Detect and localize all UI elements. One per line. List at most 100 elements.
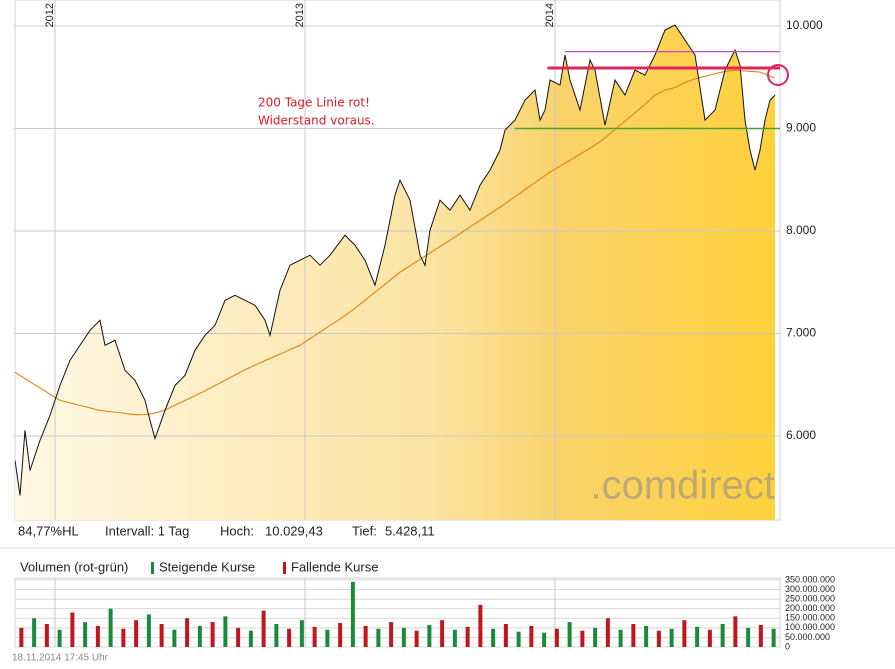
volume-bar bbox=[567, 622, 572, 647]
legend-marker bbox=[283, 562, 286, 574]
annotation: 200 Tage Linie rot! bbox=[258, 96, 370, 110]
volume-bar bbox=[644, 625, 649, 647]
volume-bar bbox=[363, 625, 368, 647]
volume-bar bbox=[720, 624, 725, 647]
volume-bar bbox=[491, 628, 496, 647]
legend-label: Steigende Kurse bbox=[159, 559, 255, 574]
volume-bar bbox=[172, 629, 177, 647]
volume-bar bbox=[223, 616, 228, 647]
y-tick-label: 9.000 bbox=[786, 121, 816, 135]
volume-bar bbox=[733, 616, 738, 647]
volume-bar bbox=[656, 630, 661, 647]
y-tick-label: 50.000.000 bbox=[785, 632, 830, 642]
stat: 84,77%HL bbox=[18, 523, 79, 538]
volume-bar bbox=[325, 629, 330, 647]
price-axis: 2012 2013 2014 6.000 7.000 8.000 9.000 10.000 bbox=[44, 3, 823, 442]
x-tick-label: 2012 bbox=[44, 3, 56, 27]
x-tick-label: 2014 bbox=[544, 3, 556, 27]
y-tick-label: 8.000 bbox=[786, 223, 816, 237]
volume-bar bbox=[580, 630, 585, 647]
price-area bbox=[15, 25, 775, 520]
volume-bar bbox=[695, 626, 700, 647]
volume-bar bbox=[146, 614, 151, 647]
legend-label: Fallende Kurse bbox=[291, 559, 378, 574]
volume-bar bbox=[287, 628, 292, 647]
volume-bar bbox=[682, 620, 687, 647]
watermark: .comdirect bbox=[591, 464, 776, 508]
y-tick-label: 300.000.000 bbox=[785, 584, 835, 594]
volume-bar bbox=[529, 625, 534, 647]
price-plot: .comdirect bbox=[15, 0, 780, 520]
legend-marker bbox=[151, 562, 154, 574]
annotation: Widerstand voraus. bbox=[258, 114, 375, 128]
volume-bar bbox=[19, 627, 24, 647]
volume-bar bbox=[631, 624, 636, 647]
volume-bar bbox=[121, 628, 126, 647]
volume-plot: 050.000.000100.000.000150.000.000200.000… bbox=[15, 574, 835, 651]
volume-bar bbox=[274, 624, 279, 647]
volume-bar bbox=[70, 612, 75, 647]
volume-bar bbox=[338, 623, 343, 647]
volume-bar bbox=[554, 628, 559, 647]
volume-bar bbox=[414, 630, 419, 647]
volume-bar bbox=[95, 625, 100, 647]
stat: Hoch: bbox=[220, 523, 254, 538]
volume-bar bbox=[618, 629, 623, 647]
volume-bar bbox=[427, 624, 432, 647]
stat: 10.029,43 bbox=[265, 523, 323, 538]
volume-bar bbox=[746, 627, 751, 647]
volume-bar bbox=[478, 604, 483, 647]
y-tick-label: 350.000.000 bbox=[785, 574, 835, 584]
volume-frame bbox=[14, 577, 781, 648]
y-tick-label: 150.000.000 bbox=[785, 613, 835, 623]
volume-bar bbox=[197, 625, 202, 647]
volume-bar bbox=[516, 631, 521, 647]
volume-bar bbox=[440, 620, 445, 647]
moving-average-line bbox=[15, 69, 776, 416]
volume-bar bbox=[771, 628, 776, 647]
volume-bar bbox=[593, 627, 598, 647]
y-tick-label: 6.000 bbox=[786, 428, 816, 442]
stat: Intervall: 1 Tag bbox=[105, 523, 189, 538]
volume-bar bbox=[299, 620, 304, 647]
volume-bar bbox=[465, 626, 470, 647]
volume-bar bbox=[159, 624, 164, 647]
volume-bar bbox=[669, 628, 674, 647]
volume-bar bbox=[236, 627, 241, 647]
volume-bar bbox=[350, 581, 355, 647]
volume-bar bbox=[185, 618, 190, 647]
volume-bar bbox=[32, 618, 37, 647]
volume-bar bbox=[503, 624, 508, 647]
volume-bar bbox=[758, 624, 763, 647]
stat: 5.428,11 bbox=[385, 523, 435, 538]
y-tick-label: 7.000 bbox=[786, 326, 816, 340]
volume-bar bbox=[57, 629, 62, 647]
volume-bar bbox=[248, 630, 253, 647]
y-tick-label: 250.000.000 bbox=[785, 593, 835, 603]
volume-bar bbox=[108, 608, 113, 647]
volume-bar bbox=[312, 626, 317, 647]
volume-bar bbox=[707, 629, 712, 647]
y-tick-label: 10.000 bbox=[786, 18, 823, 32]
timestamp: 18.11.2014 17:45 Uhr bbox=[12, 653, 109, 664]
y-tick-label: 0 bbox=[785, 641, 790, 651]
volume-bar bbox=[605, 618, 610, 647]
volume-bar bbox=[134, 620, 139, 647]
volume-bar bbox=[376, 628, 381, 647]
y-tick-label: 200.000.000 bbox=[785, 603, 835, 613]
x-tick-label: 2013 bbox=[294, 3, 306, 27]
volume-bar bbox=[83, 622, 88, 647]
volume-bar bbox=[389, 622, 394, 647]
price-line bbox=[15, 24, 776, 496]
volume-bar bbox=[401, 627, 406, 647]
volume-bar bbox=[44, 624, 49, 647]
volume-title: Volumen (rot-grün) bbox=[20, 559, 128, 574]
volume-bar bbox=[261, 610, 266, 647]
volume-bar bbox=[452, 629, 457, 647]
volume-bar bbox=[210, 622, 215, 647]
y-tick-label: 100.000.000 bbox=[785, 622, 835, 632]
stat: Tief: bbox=[352, 523, 377, 538]
highlight-circle bbox=[767, 64, 789, 86]
volume-bar bbox=[542, 632, 547, 647]
